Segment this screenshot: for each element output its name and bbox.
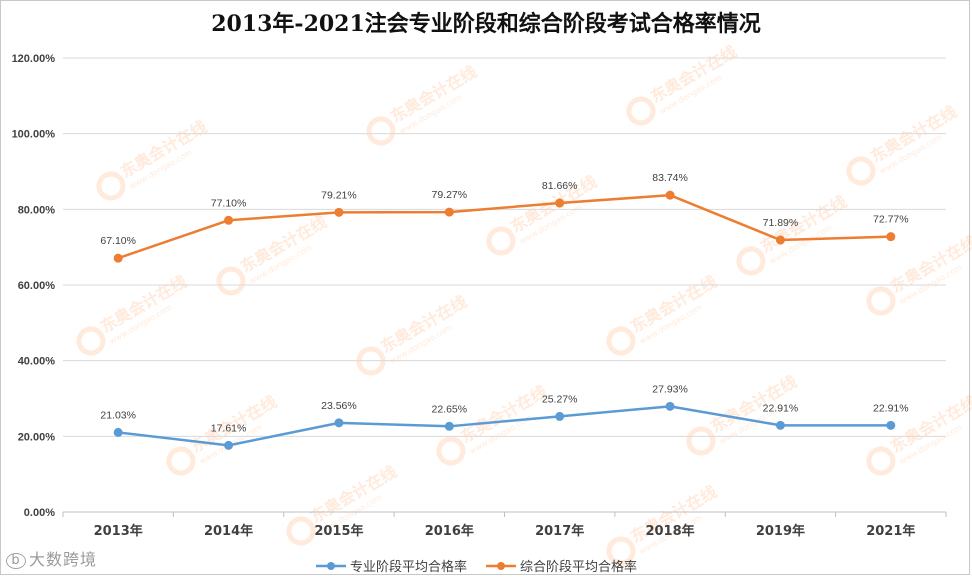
x-tick-label: 2016年 (425, 523, 474, 539)
data-point (224, 440, 234, 450)
legend-swatch-marker (497, 562, 505, 570)
data-label: 83.74% (652, 172, 688, 184)
x-tick-label: 2017年 (535, 523, 584, 539)
watermark-logo-icon (866, 446, 896, 476)
legend-item: 综合阶段平均合格率 (486, 559, 637, 575)
y-tick-label: 80.00% (18, 204, 56, 216)
data-label: 17.61% (211, 422, 247, 434)
y-tick-label: 20.00% (18, 431, 56, 443)
data-point (555, 411, 565, 421)
data-point (444, 207, 454, 217)
watermark-logo-icon (166, 446, 196, 476)
data-point (886, 232, 896, 242)
data-label: 27.93% (652, 383, 688, 395)
legend-label: 专业阶段平均合格率 (350, 559, 467, 575)
watermark-logo-icon (606, 326, 636, 356)
data-label: 77.10% (211, 197, 247, 209)
watermark-logo-icon (356, 346, 386, 376)
data-point (113, 427, 123, 437)
y-tick-label: 100.00% (12, 129, 56, 141)
data-point (775, 235, 785, 245)
data-label: 72.77% (873, 214, 909, 226)
series-2: 67.10% 77.10% 79.21% 79.27% 81.66% 83.74% 71.8… (100, 172, 909, 263)
watermark-logo-icon (76, 326, 106, 356)
data-point (224, 215, 234, 225)
watermark-logo-icon (96, 171, 126, 201)
watermark-logo-icon (216, 266, 246, 296)
data-point (775, 420, 785, 430)
data-label: 22.65% (432, 403, 468, 415)
watermark-logo-icon (846, 156, 876, 186)
x-tick-label: 2013年 (94, 523, 143, 539)
data-label: 79.27% (432, 189, 468, 201)
data-point (444, 421, 454, 431)
data-label: 71.89% (763, 217, 799, 229)
brand-watermarks: 东奥会计在线www.dongao.com东奥会计在线www.dongao.com… (76, 42, 972, 566)
watermark-logo-icon: b (6, 553, 26, 569)
data-label: 22.91% (763, 402, 799, 414)
watermark-logo-icon (286, 516, 316, 546)
watermark-logo-icon (736, 246, 766, 276)
legend-label: 综合阶段平均合格率 (520, 559, 637, 575)
watermark-logo-icon (626, 96, 656, 126)
x-tick-label: 2021年 (866, 523, 915, 539)
data-point (334, 418, 344, 428)
data-label: 21.03% (100, 409, 136, 421)
series-line (116, 193, 893, 260)
data-point (334, 207, 344, 217)
legend-item: 专业阶段平均合格率 (316, 559, 467, 575)
watermark-logo-icon (366, 116, 396, 146)
y-tick-label: 0.00% (24, 507, 55, 519)
watermark-logo-icon (486, 226, 516, 256)
corner-watermark-text: 大数跨境 (29, 550, 98, 569)
chart-title: 2013年-2021注会专业阶段和综合阶段考试合格率情况 (211, 11, 761, 37)
series-line (116, 405, 893, 447)
data-label: 81.66% (542, 180, 578, 192)
data-point (665, 401, 675, 411)
series-1: 21.03% 17.61% 23.56% 22.65% 25.27% 27.93% 22.9… (100, 383, 909, 450)
x-tick-label: 2015年 (314, 523, 363, 539)
corner-watermark: b 大数跨境 (6, 546, 97, 570)
data-label: 23.56% (321, 400, 357, 412)
data-label: 79.21% (321, 189, 357, 201)
watermark-logo-icon (866, 286, 896, 316)
data-label: 67.10% (100, 235, 136, 247)
y-tick-label: 40.00% (18, 356, 56, 368)
data-point (555, 198, 565, 208)
x-tick-label: 2018年 (645, 523, 694, 539)
y-tick-label: 60.00% (18, 280, 56, 292)
legend-swatch-marker (327, 562, 335, 570)
data-point (665, 190, 675, 200)
watermark-logo-icon (686, 426, 716, 456)
x-tick-label: 2014年 (204, 523, 253, 539)
legend: 专业阶段平均合格率 综合阶段平均合格率 (316, 559, 637, 575)
data-point (113, 253, 123, 263)
y-tick-label: 120.00% (12, 53, 56, 65)
data-point (886, 420, 896, 430)
data-label: 25.27% (542, 393, 578, 405)
data-label: 22.91% (873, 402, 909, 414)
watermark-logo-icon (436, 436, 466, 466)
x-tick-label: 2019年 (756, 523, 805, 539)
watermark-logo-icon (606, 536, 636, 566)
